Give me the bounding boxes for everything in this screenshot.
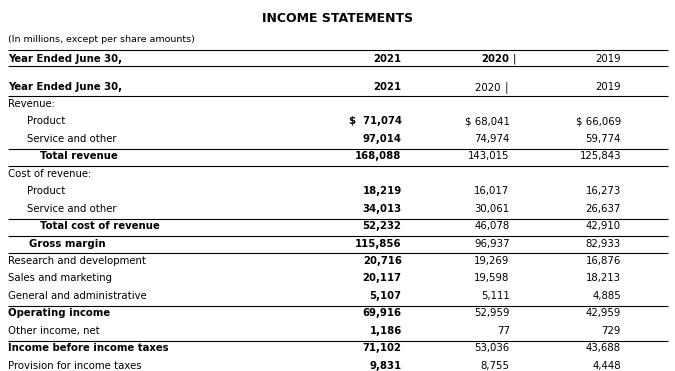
Text: Year Ended June 30,: Year Ended June 30,	[8, 54, 122, 64]
Text: 96,937: 96,937	[474, 239, 510, 249]
Text: 97,014: 97,014	[362, 134, 402, 144]
Text: 5,107: 5,107	[370, 291, 402, 301]
Text: 1,186: 1,186	[369, 326, 402, 336]
Text: 82,933: 82,933	[586, 239, 621, 249]
Text: Provision for income taxes: Provision for income taxes	[8, 361, 142, 371]
Text: Gross margin: Gross margin	[8, 239, 106, 249]
Text: 18,213: 18,213	[586, 273, 621, 283]
Text: 5,111: 5,111	[481, 291, 510, 301]
Text: Year Ended June 30,: Year Ended June 30,	[8, 82, 122, 92]
Text: $  71,074: $ 71,074	[348, 116, 402, 127]
Text: 19,598: 19,598	[475, 273, 510, 283]
Text: 143,015: 143,015	[468, 151, 510, 161]
Text: 2021: 2021	[373, 54, 402, 64]
Text: Other income, net: Other income, net	[8, 326, 100, 336]
Text: 2021: 2021	[373, 82, 402, 92]
Text: 2020 │: 2020 │	[475, 82, 510, 93]
Text: 71,102: 71,102	[362, 343, 402, 353]
Text: 4,448: 4,448	[593, 361, 621, 371]
Text: Operating income: Operating income	[8, 308, 110, 318]
Text: 16,017: 16,017	[475, 186, 510, 196]
Text: 9,831: 9,831	[369, 361, 402, 371]
Text: 59,774: 59,774	[585, 134, 621, 144]
Text: 2019: 2019	[595, 54, 621, 64]
Text: 52,232: 52,232	[362, 221, 402, 231]
Text: (In millions, except per share amounts): (In millions, except per share amounts)	[8, 35, 195, 44]
Text: Sales and marketing: Sales and marketing	[8, 273, 112, 283]
Text: 729: 729	[601, 326, 621, 336]
Text: Total cost of revenue: Total cost of revenue	[40, 221, 160, 231]
Text: Income before income taxes: Income before income taxes	[8, 343, 169, 353]
Text: $ 66,069: $ 66,069	[576, 116, 621, 127]
Text: 115,856: 115,856	[355, 239, 402, 249]
Text: Revenue:: Revenue:	[8, 99, 55, 109]
Text: Research and development: Research and development	[8, 256, 146, 266]
Text: 2019: 2019	[595, 82, 621, 92]
Text: 52,959: 52,959	[474, 308, 510, 318]
Text: 30,061: 30,061	[475, 204, 510, 214]
Text: 4,885: 4,885	[592, 291, 621, 301]
Text: 125,843: 125,843	[580, 151, 621, 161]
Text: Total revenue: Total revenue	[40, 151, 118, 161]
Text: 77: 77	[497, 326, 510, 336]
Text: Cost of revenue:: Cost of revenue:	[8, 169, 91, 179]
Text: Service and other: Service and other	[27, 204, 117, 214]
Text: 16,273: 16,273	[586, 186, 621, 196]
Text: 168,088: 168,088	[355, 151, 402, 161]
Text: 74,974: 74,974	[475, 134, 510, 144]
Text: $ 68,041: $ 68,041	[465, 116, 510, 127]
Text: 42,910: 42,910	[586, 221, 621, 231]
Text: Product: Product	[27, 116, 65, 127]
Text: 2020: 2020	[482, 54, 510, 64]
Text: INCOME STATEMENTS: INCOME STATEMENTS	[262, 12, 413, 25]
Text: 20,117: 20,117	[362, 273, 402, 283]
Text: Service and other: Service and other	[27, 134, 117, 144]
Text: 16,876: 16,876	[586, 256, 621, 266]
Text: 42,959: 42,959	[586, 308, 621, 318]
Text: 46,078: 46,078	[475, 221, 510, 231]
Text: 26,637: 26,637	[586, 204, 621, 214]
Text: General and administrative: General and administrative	[8, 291, 147, 301]
Text: 20,716: 20,716	[362, 256, 402, 266]
Text: 43,688: 43,688	[586, 343, 621, 353]
Text: Product: Product	[27, 186, 65, 196]
Text: 18,219: 18,219	[362, 186, 402, 196]
Text: 34,013: 34,013	[362, 204, 402, 214]
Text: 8,755: 8,755	[481, 361, 510, 371]
Text: 53,036: 53,036	[475, 343, 510, 353]
Text: |: |	[512, 54, 516, 64]
Text: 69,916: 69,916	[362, 308, 402, 318]
Text: 19,269: 19,269	[475, 256, 510, 266]
